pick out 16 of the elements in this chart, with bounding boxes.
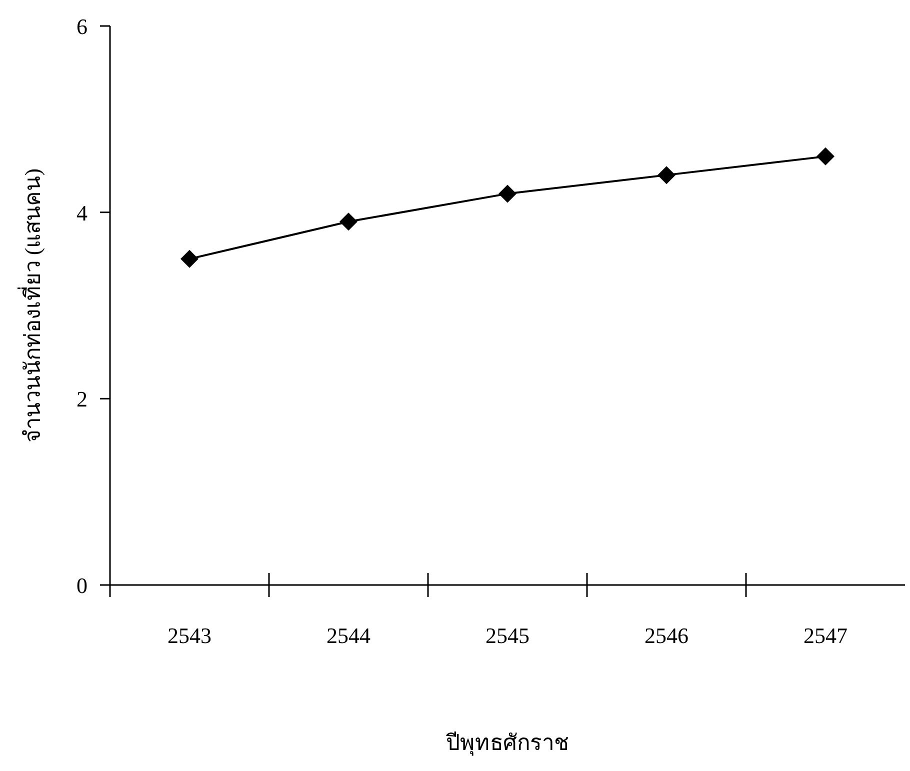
- point: [180, 250, 198, 268]
- y-tick-label: 0: [76, 573, 88, 598]
- point: [816, 147, 834, 166]
- y-axis-title: จำนวนนักท่องเที่ยว (แสนคน): [17, 168, 45, 443]
- y-tick-label: 6: [76, 14, 88, 39]
- x-tick-label: 2546: [644, 623, 688, 648]
- y-tick-label: 2: [76, 386, 88, 412]
- point: [340, 212, 358, 231]
- x-tick-label: 2545: [486, 623, 530, 648]
- point: [658, 166, 676, 184]
- y-tick-label: 4: [76, 200, 88, 226]
- point: [498, 184, 516, 203]
- x-tick-label: 2543: [168, 623, 212, 648]
- x-axis-title: ปีพุทธศักราช: [445, 730, 569, 756]
- x-tick-label: 2544: [326, 623, 370, 648]
- x-tick-label: 2547: [804, 623, 848, 648]
